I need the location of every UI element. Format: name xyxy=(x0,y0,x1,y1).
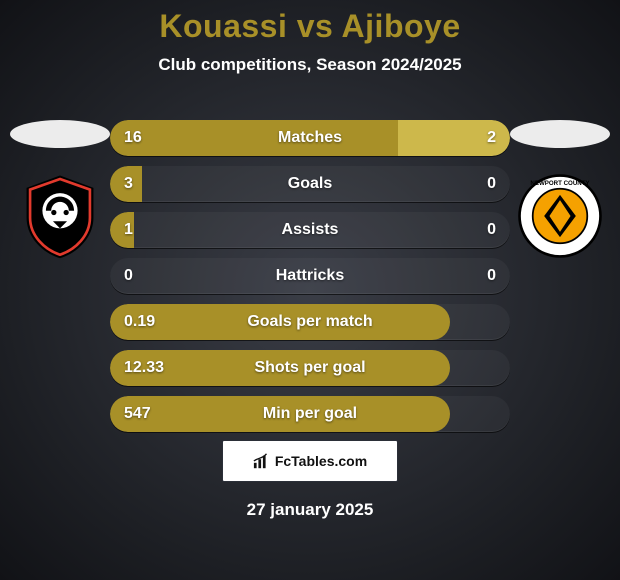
stat-row: Matches16 2 xyxy=(110,120,510,156)
stat-label: Goals per match xyxy=(110,304,510,340)
stat-value-left: 12.33 xyxy=(124,350,164,386)
bar-chart-icon xyxy=(253,452,271,470)
crest-shadow-left xyxy=(10,120,110,148)
stat-row: Hattricks0 0 xyxy=(110,258,510,294)
stat-label: Shots per goal xyxy=(110,350,510,386)
stat-value-right: 0 xyxy=(487,212,496,248)
footer-date: 27 january 2025 xyxy=(0,500,620,520)
stat-value-right: 2 xyxy=(487,120,496,156)
salford-city-crest-icon xyxy=(16,172,104,260)
footer-brand-text: FcTables.com xyxy=(275,453,367,469)
stat-value-left: 3 xyxy=(124,166,133,202)
svg-text:NEWPORT COUNTY: NEWPORT COUNTY xyxy=(530,180,589,187)
fctables-logo: FcTables.com xyxy=(222,440,398,482)
stat-value-left: 1 xyxy=(124,212,133,248)
player-left-crest-area xyxy=(0,120,120,260)
stat-row: Assists1 0 xyxy=(110,212,510,248)
stat-label: Matches xyxy=(110,120,510,156)
player-right-crest-area: NEWPORT COUNTY xyxy=(500,120,620,260)
stat-row: Goals3 0 xyxy=(110,166,510,202)
stat-row: Shots per goal12.33 xyxy=(110,350,510,386)
newport-county-crest-icon: NEWPORT COUNTY xyxy=(516,172,604,260)
comparison-bars: Matches162Goals30Assists10Hattricks00Goa… xyxy=(110,120,510,442)
stat-value-right: 0 xyxy=(487,166,496,202)
stat-value-right: 0 xyxy=(487,258,496,294)
stat-value-left: 0.19 xyxy=(124,304,155,340)
page-title: Kouassi vs Ajiboye xyxy=(0,0,620,45)
stat-label: Assists xyxy=(110,212,510,248)
stat-label: Min per goal xyxy=(110,396,510,432)
subtitle: Club competitions, Season 2024/2025 xyxy=(0,55,620,75)
crest-shadow-right xyxy=(510,120,610,148)
stat-label: Goals xyxy=(110,166,510,202)
stat-row: Min per goal547 xyxy=(110,396,510,432)
stat-value-left: 16 xyxy=(124,120,142,156)
stat-label: Hattricks xyxy=(110,258,510,294)
stat-value-left: 547 xyxy=(124,396,151,432)
stat-value-left: 0 xyxy=(124,258,133,294)
stat-row: Goals per match0.19 xyxy=(110,304,510,340)
